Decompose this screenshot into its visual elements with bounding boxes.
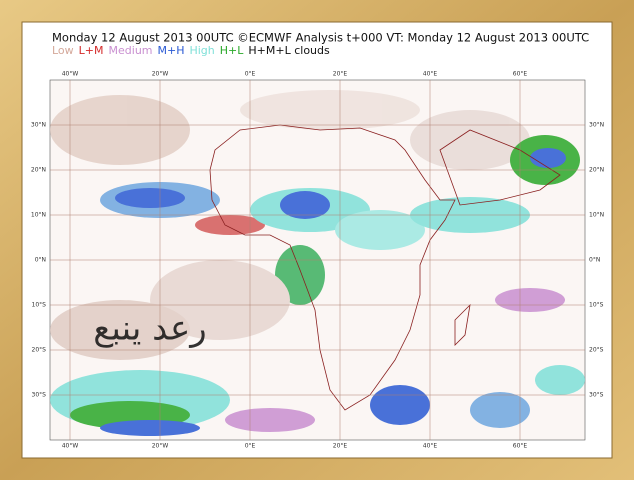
lon-label: 60°E	[513, 443, 528, 450]
arabia-coastline	[439, 129, 561, 206]
lon-label: 40°W	[62, 443, 79, 450]
legend-item: Low	[52, 44, 74, 57]
lat-label: 10°S	[32, 302, 47, 309]
legend-item: M+H	[158, 44, 185, 57]
lat-label: 20°S	[589, 347, 604, 354]
legend-item: High	[189, 44, 214, 57]
lat-label: 30°N	[589, 122, 604, 129]
africa-coastline	[209, 124, 456, 411]
lat-label: 30°S	[32, 392, 47, 399]
map: 40°W 40°W 20°W 20°W 0°E 0°E 20°E 20°E 40°E 40°E 60…	[31, 71, 604, 450]
madagascar-coastline	[454, 303, 471, 346]
lat-label: 30°N	[31, 122, 46, 129]
watermark: رعد ينبع	[93, 309, 206, 349]
lon-label: 0°E	[245, 443, 256, 450]
lat-label: 0°N	[35, 257, 46, 264]
lat-label: 20°S	[32, 347, 47, 354]
legend-item: L+M	[79, 44, 104, 57]
lat-label: 20°N	[589, 167, 604, 174]
lat-label: 0°N	[589, 257, 600, 264]
legend-item: H+M+L clouds	[248, 44, 330, 57]
lon-label: 60°E	[513, 71, 528, 78]
title: Monday 12 August 2013 00UTC ©ECMWF Analy…	[52, 31, 589, 45]
clouds	[50, 90, 585, 436]
lat-label: 20°N	[31, 167, 46, 174]
graticule: 40°W 40°W 20°W 20°W 0°E 0°E 20°E 20°E 40°E 40°E 60…	[31, 71, 604, 450]
lon-label: 0°E	[245, 71, 256, 78]
legend: Low L+M Medium M+H High H+L H+M+L clouds	[52, 44, 330, 57]
lon-label: 20°E	[333, 71, 348, 78]
lon-label: 20°W	[152, 71, 169, 78]
lat-label: 10°N	[589, 212, 604, 219]
legend-item: Medium	[109, 44, 153, 57]
lon-label: 20°E	[333, 443, 348, 450]
lon-label: 40°W	[62, 71, 79, 78]
lat-label: 30°S	[589, 392, 604, 399]
lat-label: 10°S	[589, 302, 604, 309]
lat-label: 10°N	[31, 212, 46, 219]
lon-label: 40°E	[423, 443, 438, 450]
lon-label: 20°W	[152, 443, 169, 450]
legend-item: H+L	[220, 44, 244, 57]
lon-label: 40°E	[423, 71, 438, 78]
